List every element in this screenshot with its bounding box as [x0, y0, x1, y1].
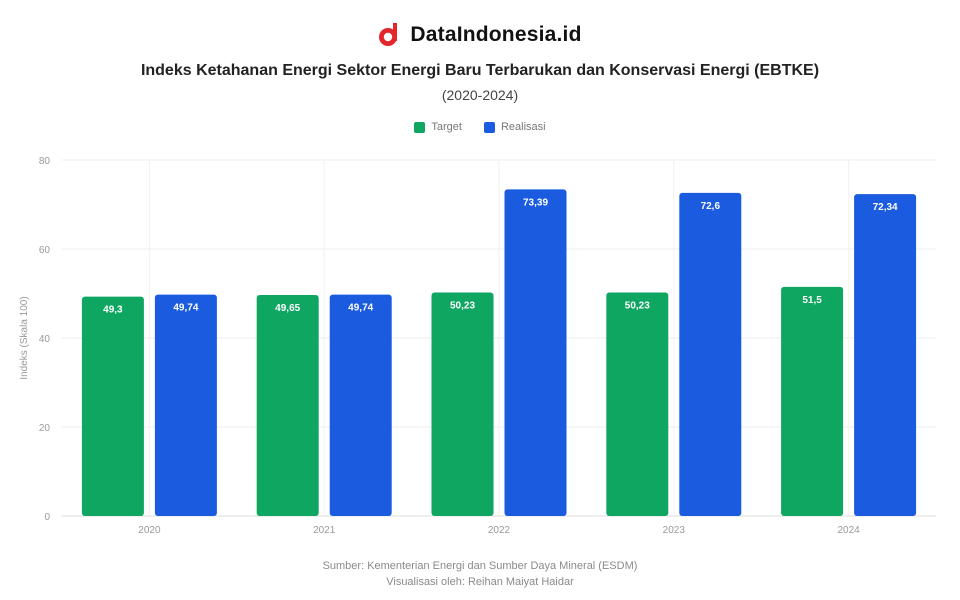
chart-source: Sumber: Kementerian Energi dan Sumber Da… [0, 558, 960, 590]
y-tick-label: 40 [39, 334, 51, 345]
chart-title: Indeks Ketahanan Energi Sektor Energi Ba… [140, 62, 820, 79]
data-label: 49,74 [348, 303, 373, 314]
legend-item-realisasi[interactable]: Realisasi [483, 121, 546, 133]
data-label: 50,23 [450, 300, 475, 311]
x-tick-label: 2023 [663, 525, 686, 536]
y-tick-label: 60 [39, 245, 51, 256]
data-label: 49,3 [103, 305, 123, 316]
chart-subtitle: (2020-2024) [441, 87, 519, 103]
y-axis-title: Indeks (Skala 100) [19, 296, 30, 379]
datainsight-logo-icon [379, 23, 398, 46]
data-label: 72,6 [701, 201, 721, 212]
credit-text: Visualisasi oleh: Reihan Maiyat Haidar [386, 576, 574, 588]
bar-target-2021 [256, 295, 319, 516]
data-label: 50,23 [625, 300, 650, 311]
x-tick-label: 2020 [138, 525, 161, 536]
data-label: 72,34 [873, 202, 898, 213]
legend-swatch-realisasi [483, 121, 495, 133]
y-tick-label: 0 [44, 512, 50, 523]
legend-label-target: Target [431, 121, 462, 133]
data-label: 51,5 [802, 295, 822, 306]
source-text: Sumber: Kementerian Energi dan Sumber Da… [322, 560, 638, 572]
x-tick-label: 2021 [313, 525, 336, 536]
bar-realisasi-2022 [504, 189, 567, 517]
bar-realisasi-2020 [154, 294, 217, 516]
bar-target-2024 [781, 286, 844, 516]
data-label: 49,74 [173, 303, 198, 314]
brand-name: DataIndonesia.id [410, 23, 582, 46]
y-tick-label: 80 [39, 156, 51, 167]
x-tick-label: 2024 [837, 525, 860, 536]
bar-target-2023 [606, 292, 669, 516]
data-label: 49,65 [275, 303, 300, 314]
chart-legend: Target Realisasi [0, 121, 960, 133]
legend-swatch-target [414, 121, 426, 133]
bar-realisasi-2023 [679, 192, 742, 516]
y-tick-label: 20 [39, 423, 51, 434]
data-label: 73,39 [523, 197, 548, 208]
bar-realisasi-2024 [854, 194, 917, 516]
brand-header: DataIndonesia.id [0, 20, 960, 50]
legend-label-realisasi: Realisasi [500, 121, 546, 133]
bar-target-2022 [431, 292, 494, 516]
bar-target-2020 [81, 296, 144, 516]
x-tick-label: 2022 [488, 525, 511, 536]
legend-item-target[interactable]: Target [414, 121, 462, 133]
bar-realisasi-2021 [329, 294, 392, 516]
